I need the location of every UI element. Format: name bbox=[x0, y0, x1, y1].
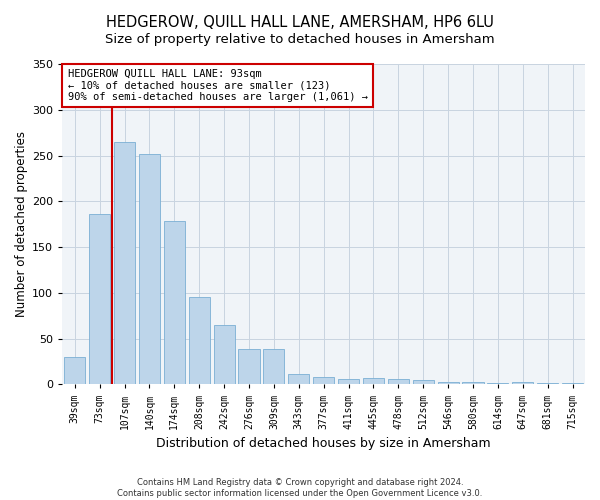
Bar bbox=[263, 348, 284, 384]
Bar bbox=[388, 379, 409, 384]
Text: HEDGEROW QUILL HALL LANE: 93sqm
← 10% of detached houses are smaller (123)
90% o: HEDGEROW QUILL HALL LANE: 93sqm ← 10% of… bbox=[68, 69, 368, 102]
Bar bbox=[89, 214, 110, 384]
Bar bbox=[338, 379, 359, 384]
Bar bbox=[562, 382, 583, 384]
Bar bbox=[313, 377, 334, 384]
Y-axis label: Number of detached properties: Number of detached properties bbox=[15, 131, 28, 317]
Bar bbox=[238, 348, 260, 384]
Text: HEDGEROW, QUILL HALL LANE, AMERSHAM, HP6 6LU: HEDGEROW, QUILL HALL LANE, AMERSHAM, HP6… bbox=[106, 15, 494, 30]
Bar bbox=[114, 142, 135, 384]
Bar bbox=[214, 325, 235, 384]
Bar bbox=[188, 298, 210, 384]
Bar bbox=[288, 374, 310, 384]
Bar bbox=[512, 382, 533, 384]
Text: Contains HM Land Registry data © Crown copyright and database right 2024.
Contai: Contains HM Land Registry data © Crown c… bbox=[118, 478, 482, 498]
Bar bbox=[437, 382, 458, 384]
Bar bbox=[463, 382, 484, 384]
Bar bbox=[64, 357, 85, 384]
Bar bbox=[164, 222, 185, 384]
Bar bbox=[139, 154, 160, 384]
Bar bbox=[413, 380, 434, 384]
Text: Size of property relative to detached houses in Amersham: Size of property relative to detached ho… bbox=[105, 32, 495, 46]
Bar bbox=[363, 378, 384, 384]
X-axis label: Distribution of detached houses by size in Amersham: Distribution of detached houses by size … bbox=[157, 437, 491, 450]
